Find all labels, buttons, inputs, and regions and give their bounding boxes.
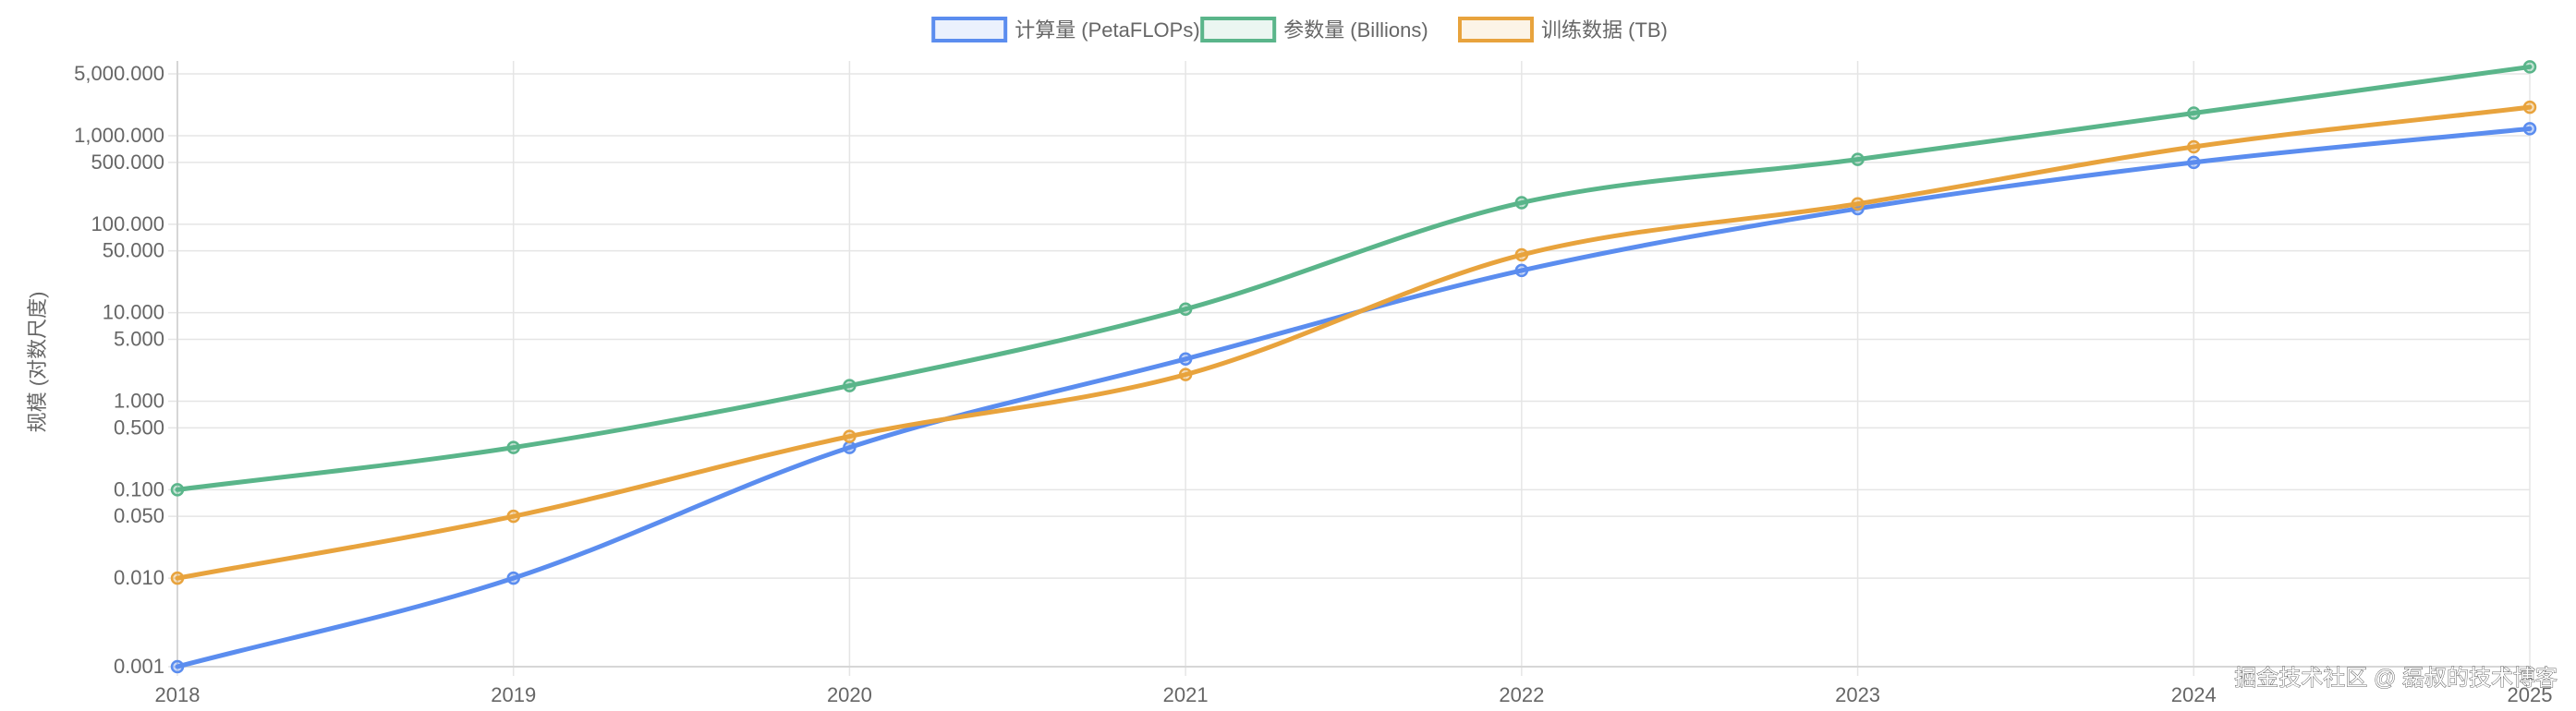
y-tick-label: 500.000 [91, 151, 164, 174]
x-tick-label: 2023 [1835, 683, 1880, 706]
series [170, 60, 2537, 674]
series-1 [170, 60, 2537, 497]
y-tick-label: 1,000.000 [74, 124, 164, 147]
series-0 [170, 122, 2537, 674]
y-tick-label: 0.500 [114, 416, 164, 439]
data-point[interactable] [2187, 139, 2201, 154]
legend-label: 训练数据 (TB) [1541, 18, 1668, 42]
data-point[interactable] [1851, 197, 1865, 211]
data-point[interactable] [1178, 352, 1193, 367]
y-tick-label: 10.000 [103, 301, 164, 324]
y-tick-label: 1.000 [114, 389, 164, 412]
legend-swatch [1200, 17, 1277, 42]
data-point[interactable] [2187, 155, 2201, 170]
y-tick-label: 0.100 [114, 477, 164, 500]
series-2 [170, 100, 2537, 585]
watermark: 掘金技术社区 @ 磊叔的技术博客 [2234, 666, 2558, 691]
x-tick-label: 2025 [2508, 683, 2553, 706]
data-point[interactable] [506, 440, 520, 454]
x-tick-label: 2021 [1163, 683, 1209, 706]
data-point[interactable] [2187, 106, 2201, 120]
legend-item[interactable]: 参数量 (Billions) [1200, 17, 1428, 42]
x-tick-label: 2020 [827, 683, 872, 706]
legend-item[interactable]: 计算量 (PetaFLOPs) [931, 17, 1200, 42]
x-tick-label: 2024 [2171, 683, 2217, 706]
y-tick-label: 0.050 [114, 504, 164, 527]
data-point[interactable] [1514, 196, 1529, 210]
data-point[interactable] [170, 571, 185, 585]
data-point[interactable] [1514, 263, 1529, 278]
x-tick-label: 2022 [1499, 683, 1544, 706]
data-point[interactable] [843, 429, 857, 443]
legend-item[interactable]: 训练数据 (TB) [1458, 17, 1668, 42]
data-point[interactable] [2522, 60, 2537, 74]
y-axis-title: 规模 (对数尺度) [26, 292, 49, 433]
x-tick-label: 2019 [491, 683, 536, 706]
legend-label: 参数量 (Billions) [1283, 18, 1428, 42]
data-point[interactable] [506, 571, 520, 585]
series-line [175, 64, 2533, 492]
grid [168, 61, 2531, 676]
y-tick-label: 100.000 [91, 212, 164, 235]
data-point[interactable] [506, 509, 520, 524]
y-axis: 0.001 0.010 0.050 0.100 0.500 1.000 5.000 10.00… [74, 62, 164, 678]
data-point[interactable] [170, 483, 185, 497]
legend-swatch [931, 17, 1008, 42]
data-point[interactable] [2522, 100, 2537, 114]
data-point[interactable] [1178, 368, 1193, 381]
data-point[interactable] [843, 379, 857, 392]
x-axis: 2018 2019 2020 2021 2022 2023 2024 2025 [155, 683, 2553, 706]
data-point[interactable] [1514, 247, 1529, 262]
series-line [175, 126, 2533, 669]
y-tick-label: 0.001 [114, 655, 164, 678]
data-point[interactable] [843, 440, 857, 454]
y-tick-label: 50.000 [103, 239, 164, 262]
data-point[interactable] [2522, 122, 2537, 136]
y-tick-label: 0.010 [114, 566, 164, 589]
y-tick-label: 5.000 [114, 328, 164, 351]
y-tick-label: 5,000.000 [74, 62, 164, 85]
series-line [175, 104, 2533, 581]
legend-label: 计算量 (PetaFLOPs) [1015, 18, 1199, 42]
legend-swatch [1458, 17, 1534, 42]
x-tick-label: 2018 [155, 683, 200, 706]
legend: 计算量 (PetaFLOPs) 参数量 (Billions) 训练数据 (TB) [931, 17, 1668, 42]
data-point[interactable] [1178, 302, 1193, 316]
data-point[interactable] [170, 659, 185, 674]
data-point[interactable] [1851, 152, 1865, 166]
